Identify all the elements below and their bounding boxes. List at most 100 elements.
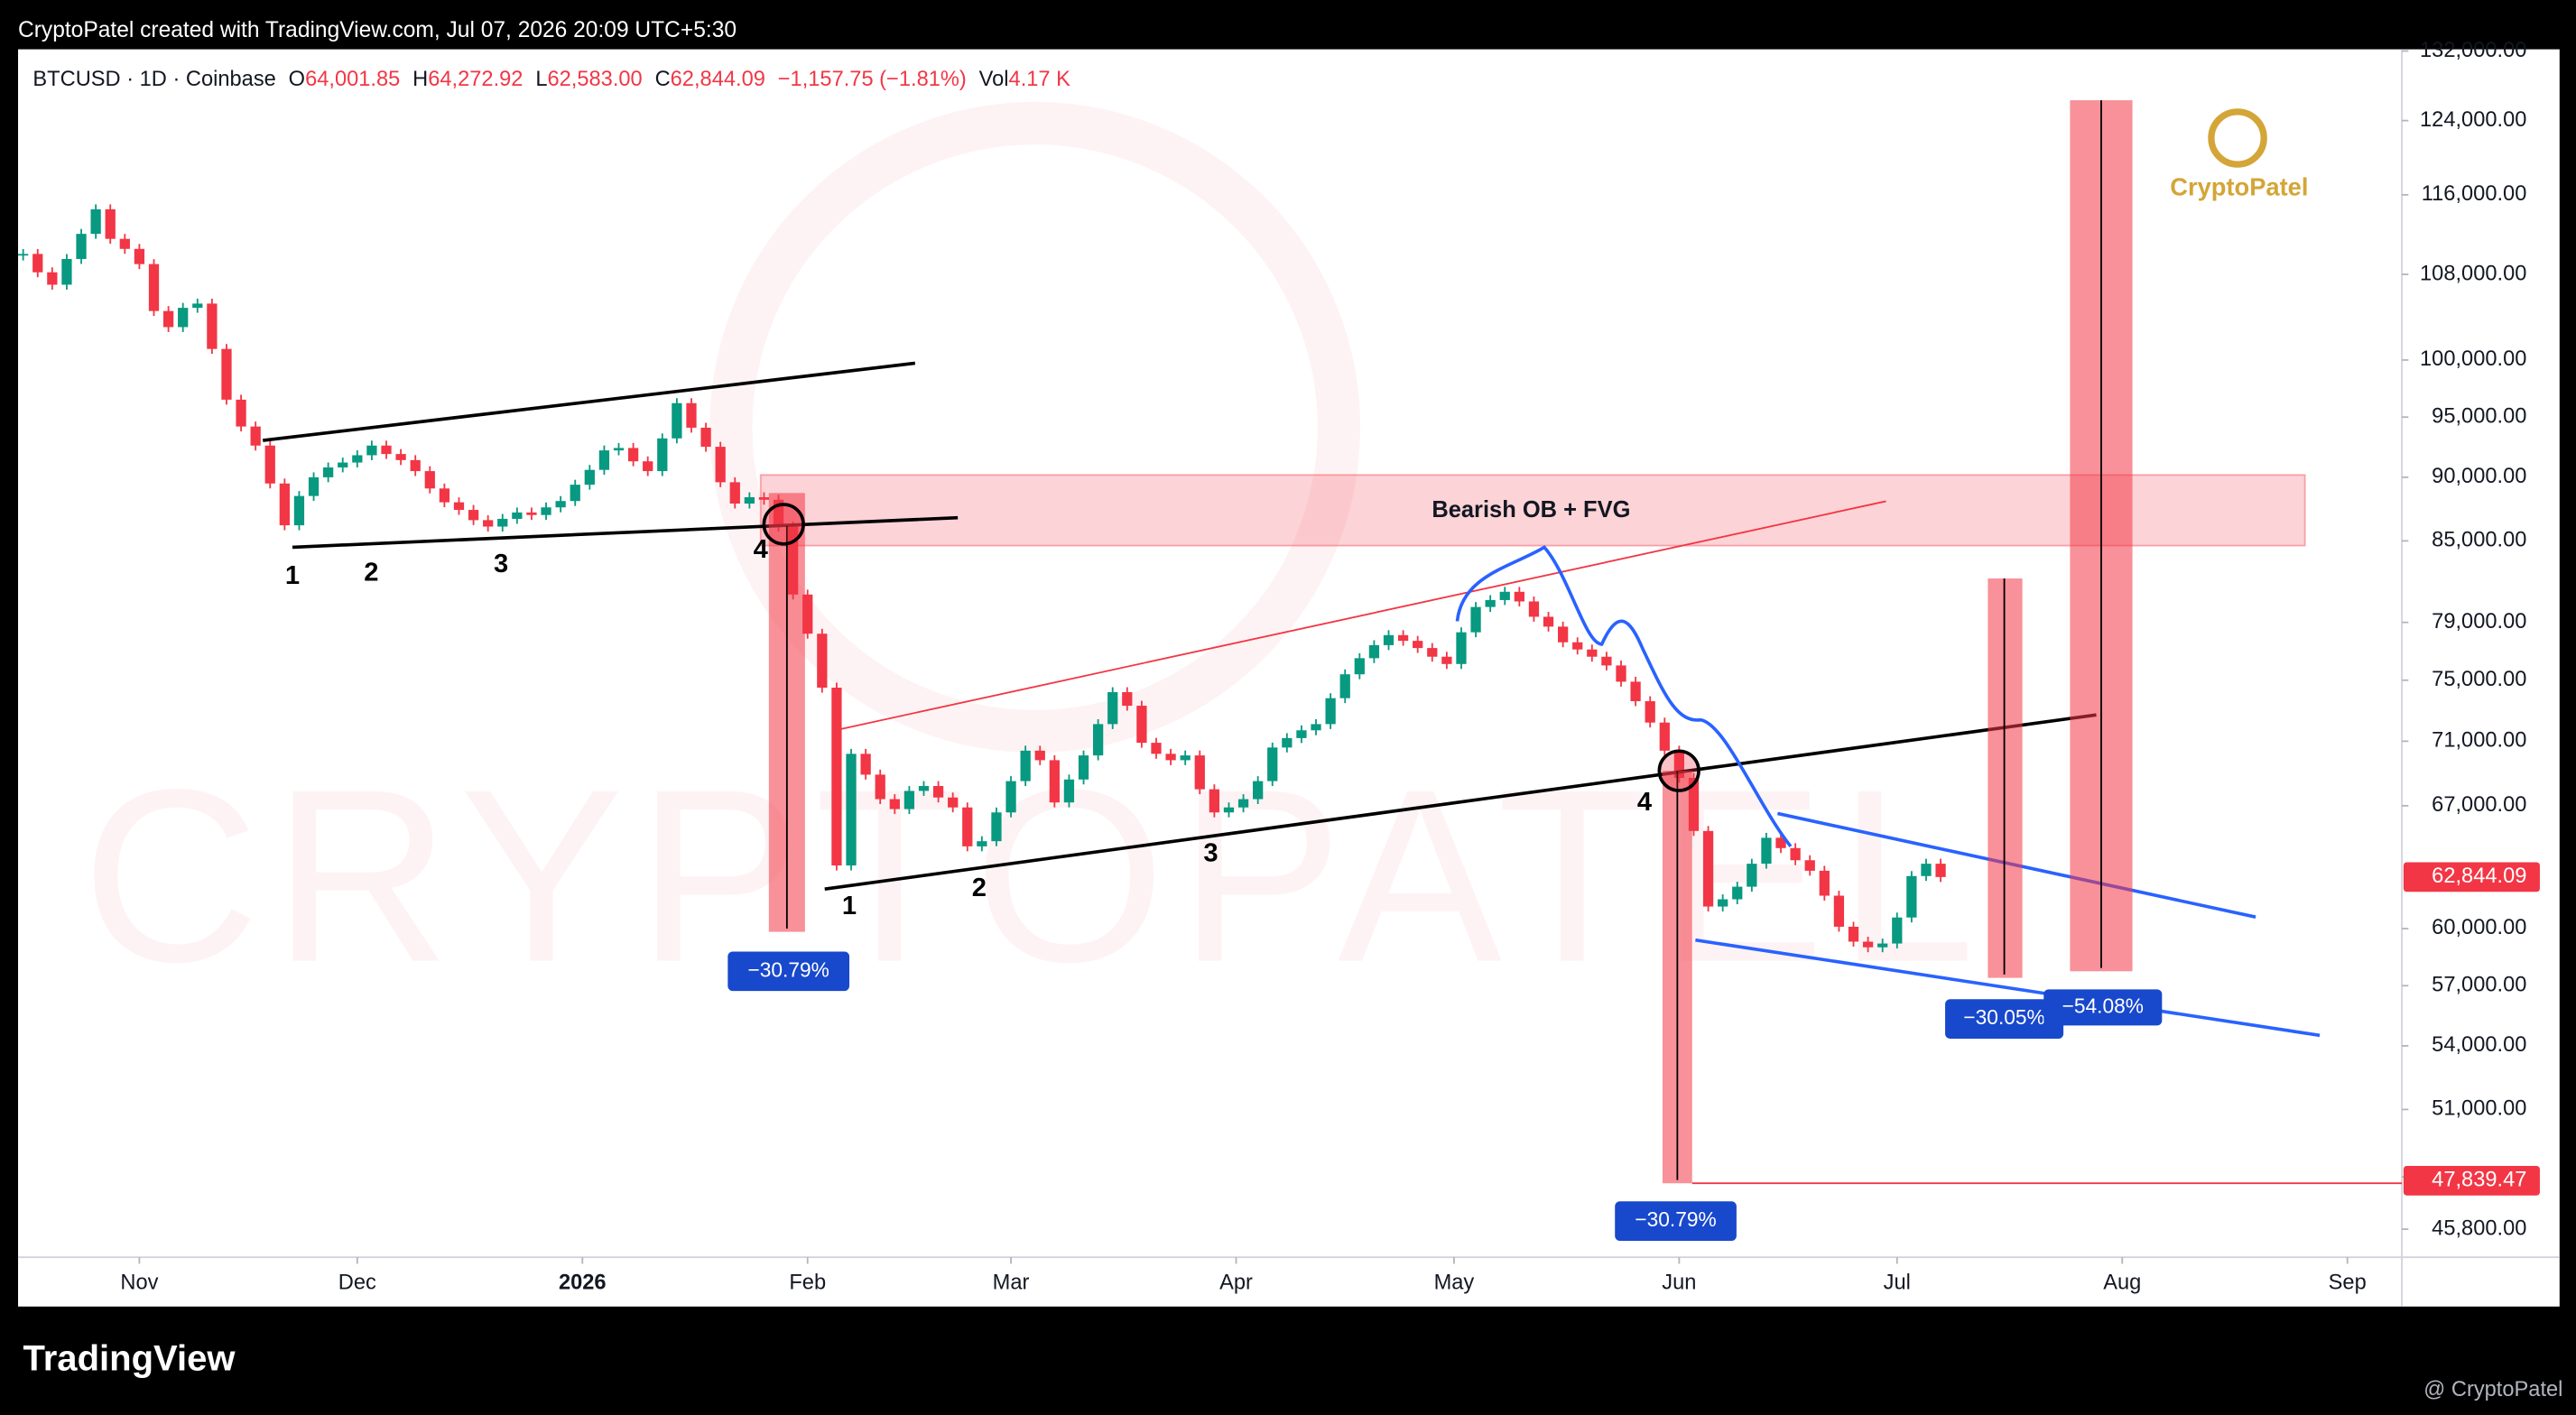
candle [1616,665,1626,682]
price-tag-label: 62,844.09 [2432,865,2526,888]
candle [1209,789,1220,813]
candle [1049,760,1060,803]
candle [1702,830,1714,907]
candle [570,485,580,502]
candle [643,461,653,472]
candle [1804,860,1815,871]
y-tick-label: 71,000.00 [2432,729,2526,753]
trendline [838,500,1886,731]
candle [322,467,334,477]
wave-label: 3 [494,550,508,578]
candle [1441,656,1452,664]
ohlc-value: 62,583.00 [548,68,643,91]
candle [32,254,43,273]
candle [686,402,697,428]
x-tick-label: Jun [1662,1272,1696,1295]
candle [381,445,392,455]
candle [1311,724,1321,731]
header-title: CryptoPatel created with TradingView.com… [18,18,737,42]
drop-badge [1615,1201,1737,1241]
candle [424,471,435,489]
y-tick-label: 45,800.00 [2432,1216,2526,1240]
candle [207,303,218,349]
candle [903,791,915,809]
candle [279,483,290,526]
candle [1282,737,1293,748]
candle [672,402,682,439]
symbol: BTCUSD · 1D · Coinbase [32,68,275,91]
candle [1397,634,1409,642]
candle [715,447,726,483]
wave-label: 3 [1203,839,1218,868]
candle [1194,755,1205,790]
y-tick-label: 79,000.00 [2432,610,2526,634]
candle [1456,632,1467,664]
candle [1688,777,1700,831]
candle [483,520,494,527]
candle [1673,750,1685,778]
x-tick-label: Nov [120,1272,158,1295]
candle [875,774,885,800]
y-tick-label: 75,000.00 [2432,668,2526,691]
candle [1383,634,1395,645]
candle [860,754,871,775]
candle [1354,658,1365,675]
candle [584,469,595,486]
candle [497,518,508,527]
change: −1,157.75 (−1.81%) [778,68,967,91]
marker-circle [1657,749,1700,792]
trendline [292,515,959,550]
candle [1833,895,1845,927]
candle [758,497,770,500]
ohlc-value: 64,272.92 [428,68,523,91]
candle [468,510,479,521]
zone-label: Bearish OB + FVG [1432,497,1630,523]
x-tick-label: Aug [2103,1272,2141,1295]
ohlc-key: O [289,68,305,91]
y-tick-label: 100,000.00 [2420,347,2526,371]
x-tick-label: Apr [1219,1272,1253,1295]
price-tag [2403,1165,2540,1196]
candle [1892,917,1903,944]
candle [1718,899,1728,907]
candle [1514,591,1524,602]
candle [802,594,813,634]
candle [148,264,160,311]
y-tick-label: 60,000.00 [2432,916,2526,939]
candle [977,841,987,846]
candle [119,238,130,249]
candle [541,507,551,515]
ohlc-key: L [535,68,547,91]
x-tick-label: Jul [1884,1272,1911,1295]
candle [134,248,145,264]
drop-badge [727,951,850,992]
y-tick-label: 124,000.00 [2420,108,2526,132]
candle [47,272,58,285]
candle [1267,747,1278,781]
x-tick-label: May [1434,1272,1475,1295]
x-tick-label: 2026 [559,1272,607,1295]
y-tick-label: 57,000.00 [2432,973,2526,996]
candle [90,208,101,235]
candle [1761,837,1772,865]
candle [61,258,72,285]
candle [1180,755,1191,761]
price-tag-label: 47,839.47 [2432,1169,2526,1192]
marker-circle [762,503,805,546]
trendline [263,361,916,442]
candle [250,426,261,446]
drop-label: −30.79% [747,957,829,981]
candle [352,455,363,463]
candle [1223,807,1235,813]
legend: BTCUSD · 1D · Coinbase O64,001.85 H64,27… [32,68,1070,91]
candle [729,482,740,504]
candle [1499,591,1510,600]
footer-author: @ CryptoPatel [2423,1378,2562,1401]
candle [338,462,348,467]
candle [1819,870,1830,896]
candle [1572,642,1583,650]
candle [1296,730,1307,738]
wave-label: 1 [842,892,857,920]
candle [1528,601,1540,617]
moving-average [1455,545,1793,848]
